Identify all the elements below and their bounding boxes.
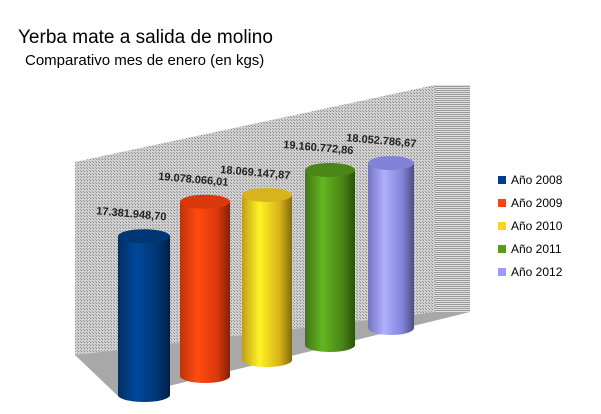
- legend-item: Año 2009: [498, 191, 562, 214]
- bar-top: [305, 163, 355, 177]
- legend-label: Año 2011: [511, 241, 562, 256]
- bar-Año 2010: [242, 194, 292, 367]
- legend-swatch: [498, 244, 506, 253]
- legend-item: Año 2012: [498, 260, 562, 283]
- bar-Año 2012: [368, 163, 414, 335]
- legend-swatch: [498, 198, 506, 207]
- chart-title: Yerba mate a salida de molino: [18, 27, 273, 48]
- legend-item: Año 2010: [498, 214, 562, 237]
- bar-top: [180, 194, 230, 209]
- legend: Año 2008 Año 2009 Año 2010 Año 2011 Año 2012: [498, 168, 562, 283]
- legend-item: Año 2008: [498, 168, 562, 191]
- bar-Año 2011: [305, 170, 355, 352]
- bar-Año 2008: [118, 236, 170, 402]
- legend-swatch: [498, 267, 506, 276]
- chart-subtitle: Comparativo mes de enero (en kgs): [25, 52, 265, 69]
- side-wall: [435, 85, 470, 312]
- bar-top: [368, 156, 414, 171]
- bar-top: [118, 229, 170, 244]
- legend-item: Año 2011: [498, 237, 562, 260]
- legend-label: Año 2010: [511, 218, 563, 233]
- legend-swatch: [498, 175, 506, 184]
- legend-swatch: [498, 221, 506, 230]
- bar-top: [242, 187, 292, 202]
- bar-Año 2009: [180, 201, 230, 383]
- legend-label: Año 2012: [511, 264, 563, 279]
- legend-label: Año 2008: [511, 172, 563, 187]
- legend-label: Año 2009: [511, 195, 563, 210]
